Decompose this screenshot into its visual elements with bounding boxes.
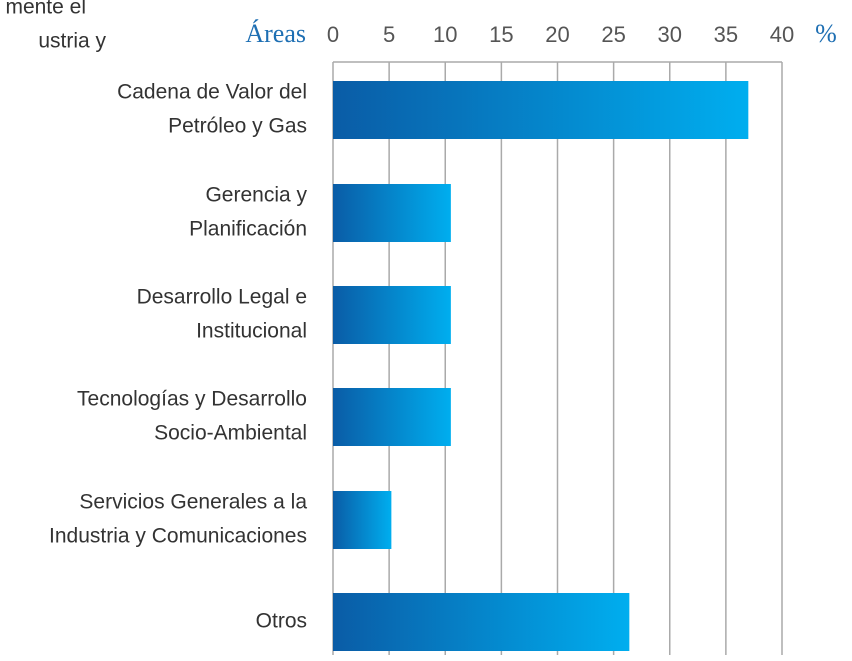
y-tick-label: Gerencia y [205, 184, 307, 207]
bar [333, 286, 451, 344]
y-tick-label: Otros [256, 610, 307, 633]
x-tick-label: 35 [714, 22, 738, 47]
bar [333, 81, 749, 139]
x-tick-label: 10 [433, 22, 457, 47]
y-tick-label: Servicios Generales a la [79, 491, 307, 514]
y-tick-label: Planificación [189, 218, 307, 241]
y-tick-label: Industria y Comunicaciones [49, 525, 307, 548]
y-tick-label: Petróleo y Gas [168, 115, 307, 138]
y-tick-label: Institucional [196, 320, 307, 343]
bar [333, 388, 451, 446]
y-tick-label: Tecnologías y Desarrollo [77, 388, 307, 411]
x-tick-label: 5 [383, 22, 395, 47]
bar [333, 184, 451, 242]
x-tick-label: 15 [489, 22, 513, 47]
x-tick-label: 25 [601, 22, 625, 47]
background-text: ustria y [38, 30, 106, 53]
y-axis-title: Áreas [245, 19, 306, 48]
bar [333, 491, 392, 549]
x-tick-label: 20 [545, 22, 569, 47]
background-text: mente el [5, 0, 86, 19]
x-tick-label: 30 [658, 22, 682, 47]
y-tick-label: Cadena de Valor del [117, 81, 307, 104]
bar [333, 593, 630, 651]
y-tick-label: Socio-Ambiental [154, 422, 307, 445]
x-tick-label: 0 [327, 22, 339, 47]
y-tick-label: Desarrollo Legal e [137, 286, 307, 309]
x-axis-title: % [815, 19, 837, 48]
x-tick-label: 40 [770, 22, 794, 47]
